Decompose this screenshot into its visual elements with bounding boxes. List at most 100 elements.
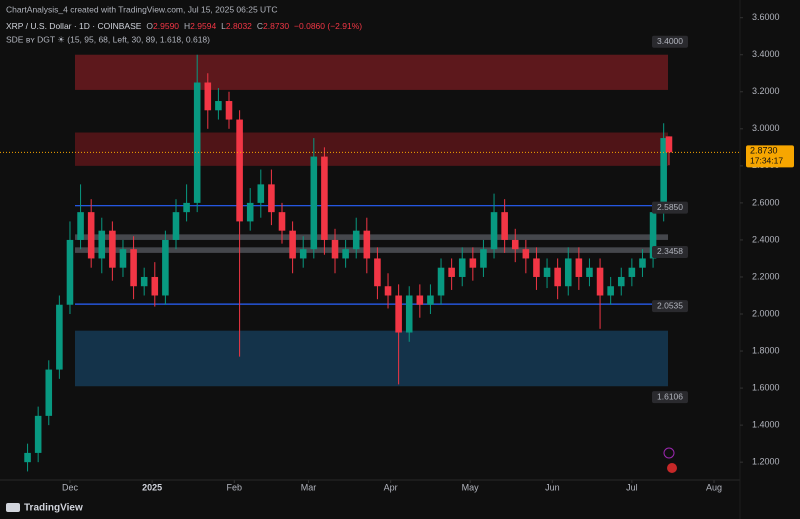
candle-body bbox=[522, 249, 530, 259]
y-tick-label: 3.2000 bbox=[752, 86, 780, 96]
candle-body bbox=[193, 82, 201, 203]
candle-body bbox=[151, 276, 159, 296]
candle-body bbox=[215, 101, 222, 111]
legend-text: −0.0860 (−2.91%) bbox=[294, 21, 362, 31]
level-label-box bbox=[652, 391, 688, 404]
x-tick-label: Jul bbox=[626, 482, 638, 492]
x-tick-label: Feb bbox=[227, 482, 243, 492]
candles-layer bbox=[0, 54, 740, 472]
brand-logo bbox=[6, 503, 20, 512]
x-tick-label: Jun bbox=[545, 482, 560, 492]
y-tick-label: 2.2000 bbox=[752, 271, 780, 281]
level-label-box bbox=[652, 300, 688, 313]
brand: TradingView bbox=[24, 503, 83, 514]
candle-body bbox=[331, 239, 339, 259]
candle-body bbox=[660, 138, 667, 213]
icon bbox=[667, 463, 677, 473]
candle-body bbox=[501, 212, 508, 240]
level-label-box bbox=[652, 245, 688, 258]
candle-body bbox=[374, 258, 381, 287]
candle-body bbox=[98, 230, 106, 259]
level-label-box bbox=[652, 35, 688, 48]
candle-body bbox=[183, 202, 190, 213]
candle-body bbox=[299, 249, 307, 259]
candle-body bbox=[278, 212, 286, 231]
candle-body bbox=[66, 239, 74, 305]
candle-body bbox=[56, 304, 63, 370]
candle-body bbox=[257, 184, 265, 203]
legend-text: O bbox=[146, 21, 153, 31]
x-tick-label: Dec bbox=[62, 482, 79, 492]
candle-body bbox=[172, 212, 180, 240]
icon bbox=[663, 447, 675, 459]
candle-body bbox=[458, 258, 466, 277]
labels-layer: 3.4000 2.5850 2.3458 2.0535 1.6106 1.2000 1.40… bbox=[62, 12, 794, 492]
candle-body bbox=[586, 267, 593, 277]
zone bbox=[75, 132, 668, 166]
legend-text: 2.9594 bbox=[190, 21, 216, 31]
legend-text: H bbox=[184, 21, 190, 31]
candle-body bbox=[342, 249, 349, 259]
last-price-label: 2.8730 bbox=[750, 146, 778, 156]
x-tick-label: Mar bbox=[301, 482, 317, 492]
candle-body bbox=[490, 212, 498, 250]
y-tick-label: 3.0000 bbox=[752, 123, 780, 133]
x-tick-label: 2025 bbox=[142, 482, 162, 492]
candle-body bbox=[416, 295, 424, 305]
candle-body bbox=[24, 452, 31, 463]
candle-body bbox=[268, 184, 275, 213]
candle-body bbox=[162, 239, 169, 296]
x-tick-label: Apr bbox=[384, 482, 398, 492]
candle-body bbox=[511, 239, 519, 250]
candle-body bbox=[310, 156, 318, 250]
candle-body bbox=[140, 276, 148, 287]
legend-text: XRP / U.S. Dollar · 1D · COINBASE bbox=[6, 21, 142, 31]
candle-body bbox=[109, 230, 116, 268]
legend-text: C bbox=[257, 21, 263, 31]
candle-body bbox=[352, 230, 360, 250]
candle-body bbox=[45, 369, 53, 416]
zones-layer bbox=[75, 54, 668, 387]
candle-body bbox=[639, 258, 646, 268]
candle-body bbox=[130, 249, 137, 287]
candle-body bbox=[564, 258, 572, 287]
legend-line: XRP / U.S. Dollar · 1D · COINBASE O2.9590… bbox=[6, 21, 362, 31]
candle-body bbox=[246, 202, 254, 222]
y-tick-label: 1.4000 bbox=[752, 420, 780, 430]
x-tick-label: May bbox=[462, 482, 480, 492]
y-tick-label: 3.4000 bbox=[752, 49, 780, 59]
level-label: 1.6106 bbox=[657, 391, 683, 401]
level-label: 2.5850 bbox=[657, 202, 683, 212]
candle-body bbox=[543, 267, 551, 277]
candle-body bbox=[77, 212, 84, 240]
candle-body bbox=[437, 267, 445, 296]
candle-body bbox=[554, 267, 561, 287]
candle-body bbox=[87, 212, 95, 259]
candle-body bbox=[395, 295, 402, 333]
legend-text: 2.8730 bbox=[263, 21, 289, 31]
level-label-box bbox=[652, 201, 688, 214]
candle-body bbox=[448, 267, 455, 277]
candle-body bbox=[469, 258, 477, 268]
zone bbox=[75, 54, 668, 90]
candle-body bbox=[225, 101, 233, 120]
y-tick-label: 1.8000 bbox=[752, 345, 780, 355]
candle-body bbox=[617, 276, 625, 287]
candle-body bbox=[480, 249, 487, 268]
candle-body bbox=[119, 249, 127, 268]
candle-body bbox=[363, 230, 371, 259]
legend-text: L bbox=[221, 21, 226, 31]
y-tick-label: 1.6000 bbox=[752, 382, 780, 392]
candle-body bbox=[321, 156, 328, 240]
legend-text: 2.9590 bbox=[153, 21, 179, 31]
band bbox=[75, 247, 668, 253]
indicator-label: SDE ʙʏ DGT ☀ (15, 95, 68, Left, 30, 89, … bbox=[6, 34, 210, 44]
y-tick-label: 2.0000 bbox=[752, 308, 780, 318]
y-tick-label: 2.4000 bbox=[752, 234, 780, 244]
candle-body bbox=[533, 258, 540, 277]
candle-body bbox=[575, 258, 583, 277]
x-tick-label: Aug bbox=[706, 482, 722, 492]
candle-body bbox=[628, 267, 636, 277]
